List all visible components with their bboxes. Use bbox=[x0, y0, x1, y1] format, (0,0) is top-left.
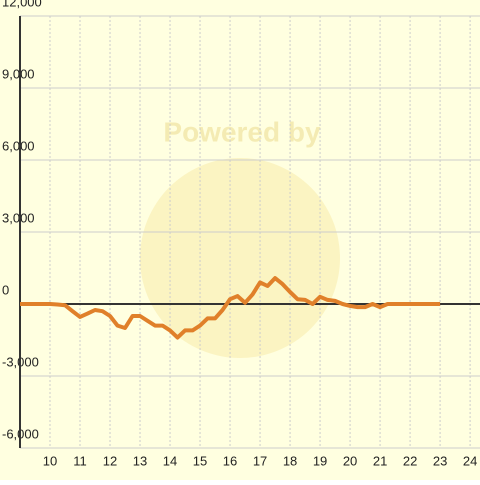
y-tick-label: 0 bbox=[2, 282, 9, 297]
x-tick-label: 21 bbox=[373, 453, 387, 468]
x-tick-label: 23 bbox=[433, 453, 447, 468]
x-tick-label: 11 bbox=[73, 453, 87, 468]
line bbox=[20, 276, 441, 340]
x-tick-label: 20 bbox=[343, 453, 357, 468]
y-tick-label: 9,000 bbox=[2, 66, 35, 81]
x-tick-label: 24 bbox=[463, 453, 477, 468]
y-tick-label: 12,000 bbox=[2, 0, 42, 9]
x-tick-label: 22 bbox=[403, 453, 417, 468]
x-tick-label: 13 bbox=[133, 453, 147, 468]
x-tick-label: 16 bbox=[223, 453, 237, 468]
x-tick-label: 18 bbox=[283, 453, 297, 468]
x-tick-label: 12 bbox=[103, 453, 117, 468]
x-tick-label: 17 bbox=[253, 453, 267, 468]
y-tick-label: 3,000 bbox=[2, 210, 35, 225]
x-tick-label: 19 bbox=[313, 453, 327, 468]
watermark: Powered by bbox=[163, 116, 321, 147]
x-tick-label: 14 bbox=[163, 453, 177, 468]
y-tick-label: 6,000 bbox=[2, 138, 35, 153]
x-tick-label: 15 bbox=[193, 453, 207, 468]
x-tick-label: 10 bbox=[43, 453, 57, 468]
